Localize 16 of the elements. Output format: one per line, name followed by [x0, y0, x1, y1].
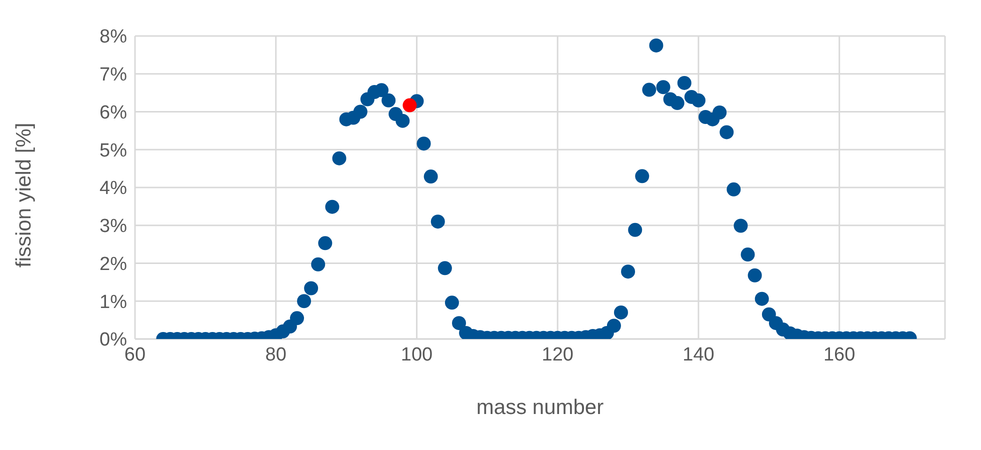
x-tick-label: 80: [265, 344, 286, 366]
x-tick-label: 160: [823, 344, 856, 366]
y-tick-label: 6%: [100, 102, 128, 124]
y-tick-label: 4%: [100, 178, 128, 200]
x-tick-label: 140: [682, 344, 714, 366]
y-axis-title: fission yield [%]: [12, 122, 36, 268]
y-tick-label: 7%: [100, 64, 128, 86]
y-tick-label: 1%: [100, 292, 128, 313]
y-tick-label: 3%: [100, 216, 128, 238]
x-tick-label: 60: [124, 344, 146, 366]
y-tick-label: 5%: [100, 140, 128, 162]
x-axis-title: mass number: [476, 396, 604, 419]
x-tick-label: 100: [400, 344, 433, 366]
x-tick-label: 120: [542, 344, 574, 366]
y-tick-label: 2%: [100, 254, 128, 275]
y-tick-label: 8%: [100, 26, 128, 48]
